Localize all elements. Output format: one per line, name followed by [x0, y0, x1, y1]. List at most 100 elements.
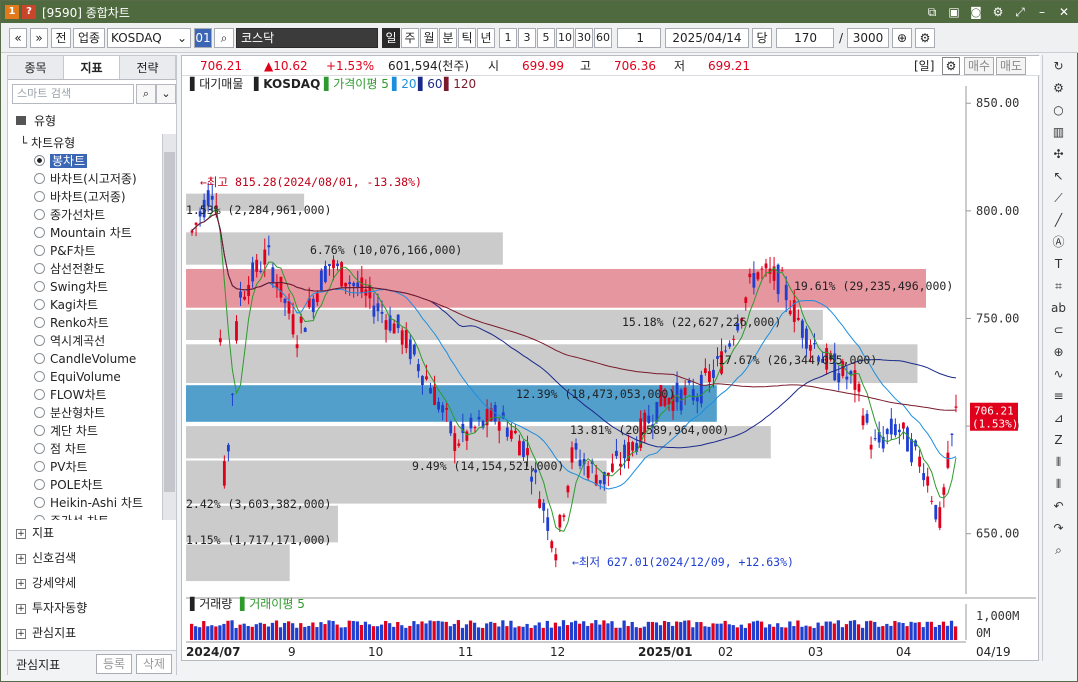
span-stepper[interactable]: 170 [776, 28, 834, 48]
chart-type-item[interactable]: Mountain 차트 [8, 224, 160, 242]
chart-type-item[interactable]: FLOW차트 [8, 386, 160, 404]
wave-icon[interactable]: ∿ [1053, 367, 1064, 381]
link-icon[interactable]: ⧉ [927, 5, 937, 19]
circle-icon[interactable]: ○ [1053, 103, 1064, 117]
interval-button-60[interactable]: 60 [594, 28, 612, 48]
period-button-5[interactable]: 년 [477, 28, 495, 48]
chart-type-item[interactable]: 계단 차트 [8, 422, 160, 440]
chart-type-item[interactable]: Kagi차트 [8, 296, 160, 314]
chart-type-item[interactable]: 역시계곡선 [8, 332, 160, 350]
next-button[interactable]: » [30, 28, 48, 48]
period-button-1[interactable]: 주 [401, 28, 419, 48]
chart-type-item[interactable]: Swing차트 [8, 278, 160, 296]
chart-type-item[interactable]: CandleVolume [8, 350, 160, 368]
date-field[interactable]: 2025/04/14 [665, 28, 749, 48]
register-button[interactable]: 등록 [96, 654, 132, 674]
group-item[interactable]: + 관심지표 [16, 622, 76, 644]
tab-1[interactable]: 지표 [64, 56, 120, 79]
settings-icon[interactable]: ⚙ [1053, 81, 1064, 95]
chart-settings-icon[interactable]: ⚙ [942, 57, 960, 75]
buy-button[interactable]: 매수 [964, 57, 995, 75]
ab-icon[interactable]: ab [1051, 301, 1066, 315]
chart-type-item[interactable]: PV차트 [8, 458, 160, 476]
chart-icon[interactable]: ▥ [1052, 125, 1065, 139]
save-icon[interactable]: ▣ [948, 5, 960, 19]
chart-type-item[interactable]: P&F차트 [8, 242, 160, 260]
gann-icon[interactable]: ⊿ [1053, 411, 1064, 425]
group-item[interactable]: + 신호검색 [16, 547, 76, 569]
crosshair-icon[interactable]: ✣ [1053, 147, 1064, 161]
tree-sub[interactable]: └ 차트유형 [20, 136, 76, 150]
text-icon[interactable]: T [1054, 257, 1063, 271]
interval-button-1[interactable]: 1 [499, 28, 517, 48]
help-badge[interactable]: ? [22, 5, 36, 19]
group-item[interactable]: + 투자자동향 [16, 597, 87, 619]
fibonacci-icon[interactable]: ≡ [1053, 389, 1064, 403]
list-scrollbar[interactable] [162, 134, 176, 520]
fit-icon[interactable]: ⤢ [1015, 5, 1025, 19]
prev-button[interactable]: « [9, 28, 27, 48]
trendline-icon[interactable]: ⟋ [1054, 191, 1063, 205]
smart-search-input[interactable]: 스마트 검색 [12, 84, 134, 104]
auto-icon[interactable]: Ⓐ [1052, 235, 1065, 249]
camera-icon[interactable]: ◙ [970, 5, 982, 19]
undo-icon[interactable]: ↶ [1053, 499, 1064, 513]
current-button[interactable]: 당 [752, 28, 772, 48]
chart-type-item[interactable]: 봉차트 [8, 152, 160, 170]
chart-type-item[interactable]: 바차트(고저종) [8, 188, 160, 206]
bars2-icon[interactable]: ⦀ [1055, 477, 1062, 491]
count-stepper[interactable]: 1 [617, 28, 661, 48]
all-button[interactable]: 전 [51, 28, 71, 48]
sell-button[interactable]: 매도 [996, 57, 1027, 75]
pattern-icon[interactable]: ⌗ [1055, 279, 1062, 293]
period-button-2[interactable]: 월 [420, 28, 438, 48]
delete-button[interactable]: 삭제 [136, 654, 172, 674]
gear-icon[interactable]: ⚙ [915, 28, 935, 48]
market-name-field[interactable]: 코스닥 [236, 28, 378, 48]
group-item[interactable]: + 강세약세 [16, 572, 76, 594]
search-icon[interactable]: ⌕ [136, 84, 156, 104]
zigzag-icon[interactable]: Z [1054, 433, 1063, 447]
group-item[interactable]: + 지표 [16, 522, 54, 544]
tab-2[interactable]: 전략 [120, 56, 176, 79]
interval-button-5[interactable]: 5 [537, 28, 555, 48]
chart-type-item[interactable]: 점 차트 [8, 440, 160, 458]
chart-type-item[interactable]: Renko차트 [8, 314, 160, 332]
chart-type-item[interactable]: 분산형차트 [8, 404, 160, 422]
zoom-icon[interactable]: ⊕ [892, 28, 912, 48]
settings-icon[interactable]: ⚙ [992, 5, 1004, 19]
close-icon[interactable]: ✕ [1058, 5, 1070, 19]
code-option-button[interactable]: 01 [194, 28, 212, 48]
search-icon[interactable]: ⌕ [214, 28, 234, 48]
chart-type-item[interactable]: 주가선 차트 [8, 512, 160, 520]
chart-type-item[interactable]: EquiVolume [8, 368, 160, 386]
period-button-0[interactable]: 일 [382, 28, 400, 48]
interval-button-3[interactable]: 3 [518, 28, 536, 48]
magnet-icon[interactable]: ⊂ [1053, 323, 1064, 337]
industry-button[interactable]: 업종 [73, 28, 105, 48]
chart-type-item[interactable]: POLE차트 [8, 476, 160, 494]
code-select[interactable]: KOSDAQ ⌄ [107, 28, 191, 48]
tab-0[interactable]: 종목 [8, 56, 64, 79]
chart-type-item[interactable]: 종가선차트 [8, 206, 160, 224]
pointer-icon[interactable]: ↖ [1053, 169, 1064, 183]
chart-type-item[interactable]: Heikin-Ashi 차트 [8, 494, 160, 512]
chevron-down-icon[interactable]: ⌄ [156, 84, 176, 104]
minimize-icon[interactable]: – [1039, 5, 1045, 19]
period-button-3[interactable]: 분 [439, 28, 457, 48]
line-icon[interactable]: ╱ [1054, 213, 1063, 227]
chart-area[interactable]: 706.21 ▲10.62 +1.53% 601,594(천주) 시 699.9… [181, 55, 1040, 661]
interval-button-10[interactable]: 10 [556, 28, 574, 48]
magnifier-icon[interactable]: ⌕ [1055, 543, 1062, 557]
chart-type-item[interactable]: 바차트(시고저종) [8, 170, 160, 188]
refresh-icon[interactable]: ↻ [1053, 59, 1064, 73]
interval-button-30[interactable]: 30 [575, 28, 593, 48]
max-count-field[interactable]: 3000 [847, 28, 889, 48]
bars-icon[interactable]: ⦀ [1055, 455, 1062, 469]
redo-icon[interactable]: ↷ [1053, 521, 1064, 535]
period-button-4[interactable]: 틱 [458, 28, 476, 48]
tree-root[interactable]: 유형 [16, 112, 56, 129]
scrollbar-thumb[interactable] [164, 152, 175, 492]
chart-type-item[interactable]: 삼선전환도 [8, 260, 160, 278]
